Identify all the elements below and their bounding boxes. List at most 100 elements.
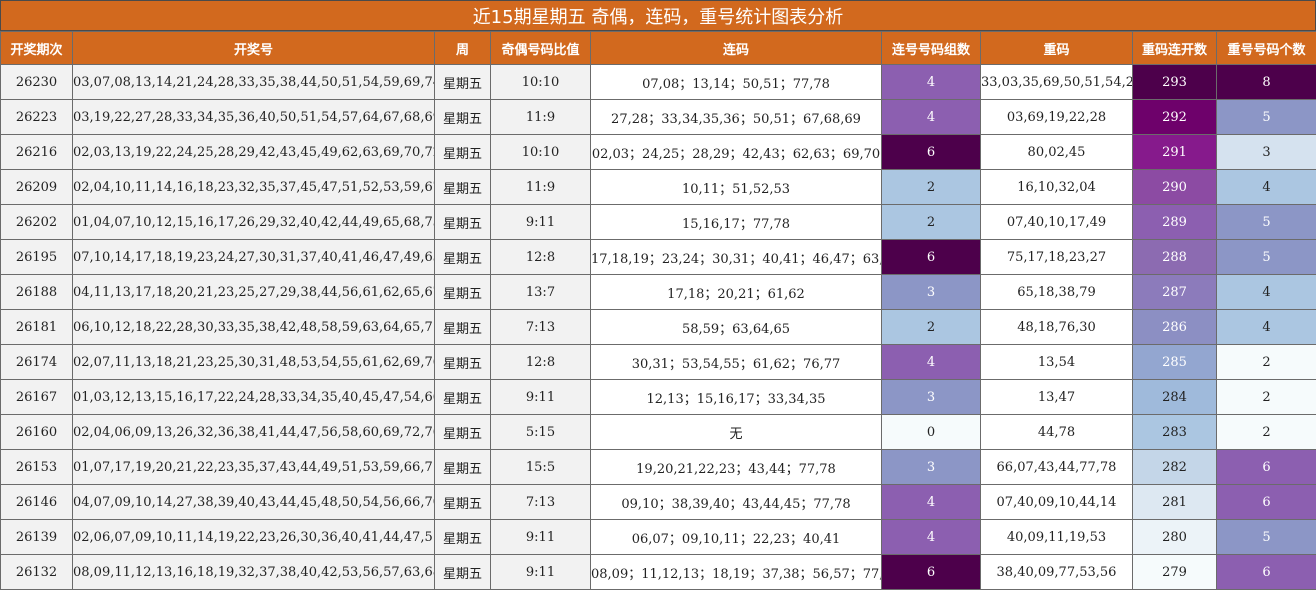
numbers-cell: 03,19,22,27,28,33,34,35,36,40,50,51,54,5… (72, 99, 435, 135)
table-row: 26139 02,06,07,09,10,11,14,19,22,23,26,30… (0, 519, 1316, 555)
consecutive-cell: 15,16,17；77,78 (590, 204, 882, 240)
table-row: 26167 01,03,12,13,15,16,17,22,24,28,33,34… (0, 379, 1316, 415)
table-row: 26216 02,03,13,19,22,24,25,28,29,42,43,45… (0, 134, 1316, 170)
numbers-cell: 08,09,11,12,13,16,18,19,32,37,38,40,42,5… (72, 554, 435, 590)
repeat-streak-cell: 290 (1132, 169, 1217, 205)
ratio-cell: 10:10 (490, 134, 591, 170)
repeat-count-cell: 2 (1216, 414, 1316, 450)
repeat-numbers-cell: 40,09,11,19,53 (980, 519, 1133, 555)
repeat-numbers-cell: 44,78 (980, 414, 1133, 450)
week-cell: 星期五 (434, 484, 491, 520)
consecutive-cell: 09,10；38,39,40；43,44,45；77,78 (590, 484, 882, 520)
week-cell: 星期五 (434, 519, 491, 555)
ratio-cell: 10:10 (490, 64, 591, 100)
table-row: 26153 01,07,17,19,20,21,22,23,35,37,43,44… (0, 449, 1316, 485)
header-numbers: 开奖号 (72, 31, 435, 65)
header-repeat-count: 重号号码个数 (1216, 31, 1316, 65)
week-cell: 星期五 (434, 274, 491, 310)
week-cell: 星期五 (434, 414, 491, 450)
repeat-count-cell: 4 (1216, 274, 1316, 310)
issue-cell: 26195 (0, 239, 73, 275)
consecutive-cell: 17,18,19；23,24；30,31；40,41；46,47；63,64 (590, 239, 882, 275)
repeat-count-cell: 6 (1216, 484, 1316, 520)
repeat-count-cell: 5 (1216, 99, 1316, 135)
ratio-cell: 15:5 (490, 449, 591, 485)
consecutive-cell: 06,07；09,10,11；22,23；40,41 (590, 519, 882, 555)
repeat-streak-cell: 285 (1132, 344, 1217, 380)
table-row: 26195 07,10,14,17,18,19,23,24,27,30,31,37… (0, 239, 1316, 275)
repeat-streak-cell: 281 (1132, 484, 1217, 520)
numbers-cell: 01,07,17,19,20,21,22,23,35,37,43,44,49,5… (72, 449, 435, 485)
groups-cell: 3 (881, 449, 981, 485)
numbers-cell: 07,10,14,17,18,19,23,24,27,30,31,37,40,4… (72, 239, 435, 275)
issue-cell: 26160 (0, 414, 73, 450)
repeat-streak-cell: 293 (1132, 64, 1217, 100)
repeat-numbers-cell: 33,03,35,69,50,51,54,28 (980, 64, 1133, 100)
groups-cell: 6 (881, 554, 981, 590)
repeat-streak-cell: 280 (1132, 519, 1217, 555)
stats-table: 开奖期次 开奖号 周 奇偶号码比值 连码 连号号码组数 重码 重码连开数 重号号… (0, 31, 1316, 590)
ratio-cell: 12:8 (490, 344, 591, 380)
header-consecutive: 连码 (590, 31, 882, 65)
repeat-numbers-cell: 07,40,09,10,44,14 (980, 484, 1133, 520)
ratio-cell: 13:7 (490, 274, 591, 310)
groups-cell: 4 (881, 484, 981, 520)
numbers-cell: 02,04,10,11,14,16,18,23,32,35,37,45,47,5… (72, 169, 435, 205)
week-cell: 星期五 (434, 449, 491, 485)
numbers-cell: 02,04,06,09,13,26,32,36,38,41,44,47,56,5… (72, 414, 435, 450)
header-consecutive-groups: 连号号码组数 (881, 31, 981, 65)
groups-cell: 2 (881, 169, 981, 205)
ratio-cell: 9:11 (490, 204, 591, 240)
ratio-cell: 9:11 (490, 519, 591, 555)
repeat-numbers-cell: 75,17,18,23,27 (980, 239, 1133, 275)
groups-cell: 4 (881, 519, 981, 555)
header-week: 周 (434, 31, 491, 65)
groups-cell: 4 (881, 64, 981, 100)
table-row: 26160 02,04,06,09,13,26,32,36,38,41,44,47… (0, 414, 1316, 450)
issue-cell: 26209 (0, 169, 73, 205)
consecutive-cell: 02,03；24,25；28,29；42,43；62,63；69,70 (590, 134, 882, 170)
repeat-count-cell: 4 (1216, 169, 1316, 205)
consecutive-cell: 30,31；53,54,55；61,62；76,77 (590, 344, 882, 380)
repeat-numbers-cell: 16,10,32,04 (980, 169, 1133, 205)
table-body: 26230 03,07,08,13,14,21,24,28,33,35,38,44… (0, 64, 1316, 590)
repeat-numbers-cell: 65,18,38,79 (980, 274, 1133, 310)
repeat-streak-cell: 287 (1132, 274, 1217, 310)
issue-cell: 26139 (0, 519, 73, 555)
repeat-count-cell: 4 (1216, 309, 1316, 345)
repeat-numbers-cell: 48,18,76,30 (980, 309, 1133, 345)
week-cell: 星期五 (434, 239, 491, 275)
table-row: 26209 02,04,10,11,14,16,18,23,32,35,37,45… (0, 169, 1316, 205)
repeat-streak-cell: 279 (1132, 554, 1217, 590)
repeat-count-cell: 5 (1216, 239, 1316, 275)
groups-cell: 6 (881, 239, 981, 275)
numbers-cell: 03,07,08,13,14,21,24,28,33,35,38,44,50,5… (72, 64, 435, 100)
repeat-count-cell: 3 (1216, 134, 1316, 170)
repeat-streak-cell: 292 (1132, 99, 1217, 135)
repeat-streak-cell: 289 (1132, 204, 1217, 240)
repeat-count-cell: 2 (1216, 379, 1316, 415)
consecutive-cell: 12,13；15,16,17；33,34,35 (590, 379, 882, 415)
issue-cell: 26230 (0, 64, 73, 100)
consecutive-cell: 08,09；11,12,13；18,19；37,38；56,57；77,78 (590, 554, 882, 590)
repeat-streak-cell: 282 (1132, 449, 1217, 485)
week-cell: 星期五 (434, 344, 491, 380)
table-row: 26174 02,07,11,13,18,21,23,25,30,31,48,53… (0, 344, 1316, 380)
groups-cell: 4 (881, 99, 981, 135)
consecutive-cell: 07,08；13,14；50,51；77,78 (590, 64, 882, 100)
ratio-cell: 7:13 (490, 484, 591, 520)
repeat-streak-cell: 286 (1132, 309, 1217, 345)
repeat-streak-cell: 284 (1132, 379, 1217, 415)
issue-cell: 26188 (0, 274, 73, 310)
issue-cell: 26181 (0, 309, 73, 345)
groups-cell: 6 (881, 134, 981, 170)
header-repeat-numbers: 重码 (980, 31, 1133, 65)
consecutive-cell: 27,28；33,34,35,36；50,51；67,68,69 (590, 99, 882, 135)
ratio-cell: 9:11 (490, 379, 591, 415)
repeat-streak-cell: 291 (1132, 134, 1217, 170)
repeat-numbers-cell: 03,69,19,22,28 (980, 99, 1133, 135)
week-cell: 星期五 (434, 169, 491, 205)
week-cell: 星期五 (434, 99, 491, 135)
issue-cell: 26202 (0, 204, 73, 240)
week-cell: 星期五 (434, 554, 491, 590)
